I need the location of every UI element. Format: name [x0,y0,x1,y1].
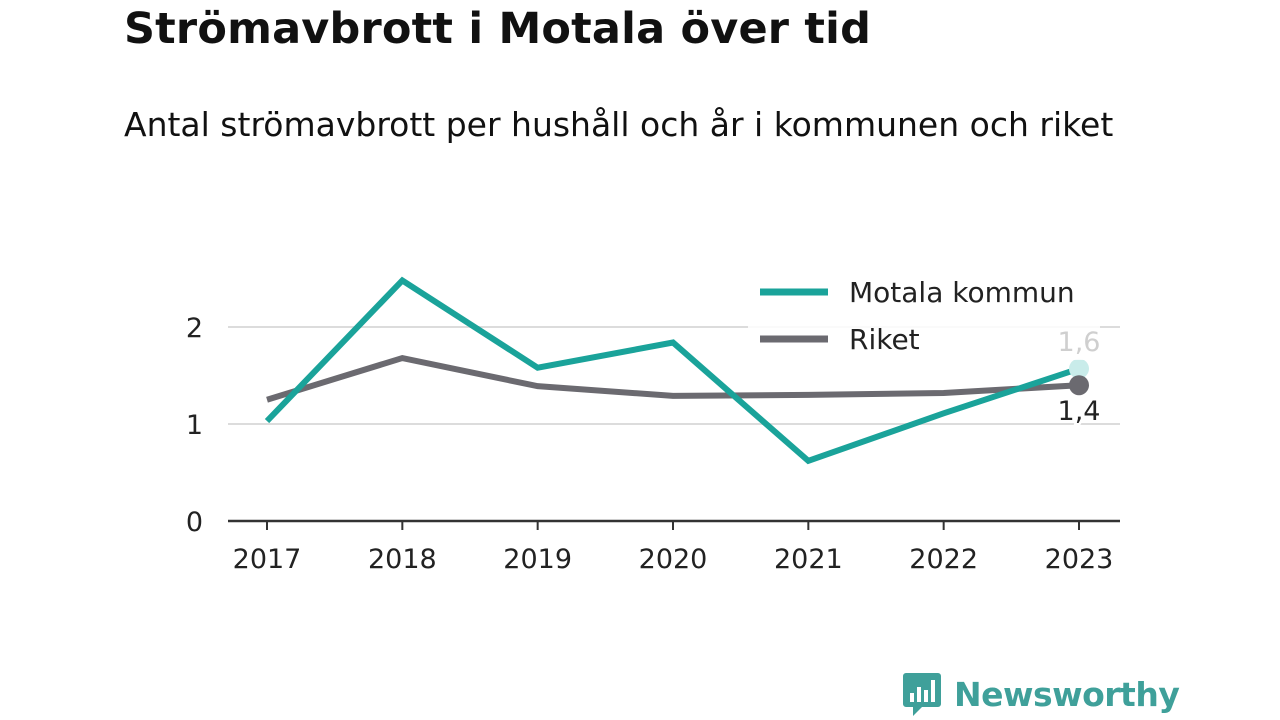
legend-backdrop [748,268,1100,360]
end-marker-riket [1069,375,1089,396]
x-tick-label: 2022 [909,544,978,575]
newsworthy-logo-icon [903,673,941,716]
series-line-riket [266,354,1080,403]
end-label-motala: 1,6 [1058,327,1101,358]
series-line-motala [264,276,1080,465]
end-label-riket: 1,4 [1058,396,1101,427]
legend-label-motala: Motala kommun [849,276,1075,309]
y-tick-label: 2 [186,313,203,344]
x-tick-label: 2018 [368,544,437,575]
x-tick-label: 2019 [503,544,572,575]
y-tick-label: 1 [186,410,203,441]
brand-name: Newsworthy [954,674,1180,714]
x-tick-label: 2017 [233,544,302,575]
x-tick-label: 2021 [774,544,843,575]
x-tick-label: 2023 [1045,544,1114,575]
end-marker-motala [1069,358,1089,379]
chart-subtitle: Antal strömavbrott per hushåll och år i … [124,105,1114,144]
y-tick-label: 0 [186,507,203,538]
chart-title: Strömavbrott i Motala över tid [124,4,872,54]
legend-label-riket: Riket [849,323,920,356]
x-tick-label: 2020 [639,544,708,575]
newsworthy-brand: Newsworthy [902,670,1180,718]
